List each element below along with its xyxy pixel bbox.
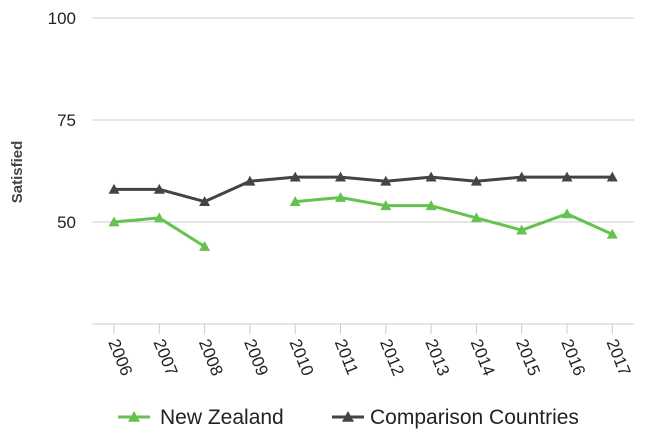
comparison-countries-point [153, 183, 165, 194]
x-tick-label: 2010 [285, 336, 317, 378]
x-tick-label: 2017 [603, 336, 635, 378]
comparison-countries-point [335, 171, 346, 182]
new-zealand-point [425, 200, 437, 211]
comparison-countries-point [199, 196, 211, 206]
comparison-countries-point [516, 171, 528, 182]
new-zealand-point [153, 212, 165, 223]
series-group [108, 171, 618, 251]
comparison-countries-point [606, 171, 618, 182]
comparison-countries-point [425, 171, 437, 182]
x-axis-ticks: 2006 2007 2008 2009 2010 2011 2012 2013 2014 2015… [104, 324, 634, 379]
legend-marker-comparison-countries [342, 411, 354, 422]
y-axis-ticks: 50 75 100 [48, 9, 76, 232]
comparison-countries-point [289, 171, 301, 182]
x-tick-label: 2011 [331, 336, 362, 377]
comparison-countries-point [470, 175, 482, 186]
legend-label-comparison-countries: Comparison Countries [370, 406, 579, 429]
new-zealand-point [606, 228, 618, 239]
x-tick-label: 2013 [421, 336, 453, 378]
x-tick-label: 2008 [195, 336, 227, 378]
comparison-countries-point [380, 175, 392, 186]
new-zealand-line [295, 196, 613, 236]
x-tick-label: 2012 [376, 336, 408, 378]
new-zealand-point [335, 192, 346, 202]
legend-marker-new-zealand [128, 411, 140, 422]
new-zealand-point [108, 216, 120, 227]
x-tick-label: 2015 [512, 336, 544, 378]
new-zealand-point [516, 224, 528, 235]
x-tick-label: 2009 [240, 336, 272, 378]
comparison-countries-point [561, 171, 573, 182]
new-zealand-point [289, 196, 301, 206]
comparison-countries-line [114, 175, 613, 204]
y-tick-label: 50 [57, 213, 76, 232]
y-axis-label: Satisfied [9, 141, 26, 204]
y-tick-label: 75 [57, 111, 76, 130]
x-tick-label: 2007 [150, 336, 182, 378]
x-tick-label: 2014 [467, 336, 499, 378]
x-tick-label: 2016 [557, 336, 589, 378]
new-zealand-point [380, 200, 392, 211]
new-zealand-point [470, 212, 482, 223]
comparison-countries-point [108, 183, 120, 194]
x-tick-label: 2006 [104, 336, 136, 378]
comparison-countries-point [244, 175, 256, 186]
grid-lines [92, 17, 634, 223]
legend-label-new-zealand: New Zealand [160, 406, 284, 429]
legend: New Zealand Comparison Countries [118, 406, 579, 429]
new-zealand-point [561, 208, 573, 219]
new-zealand-point [199, 240, 211, 251]
y-tick-label: 100 [48, 9, 76, 28]
